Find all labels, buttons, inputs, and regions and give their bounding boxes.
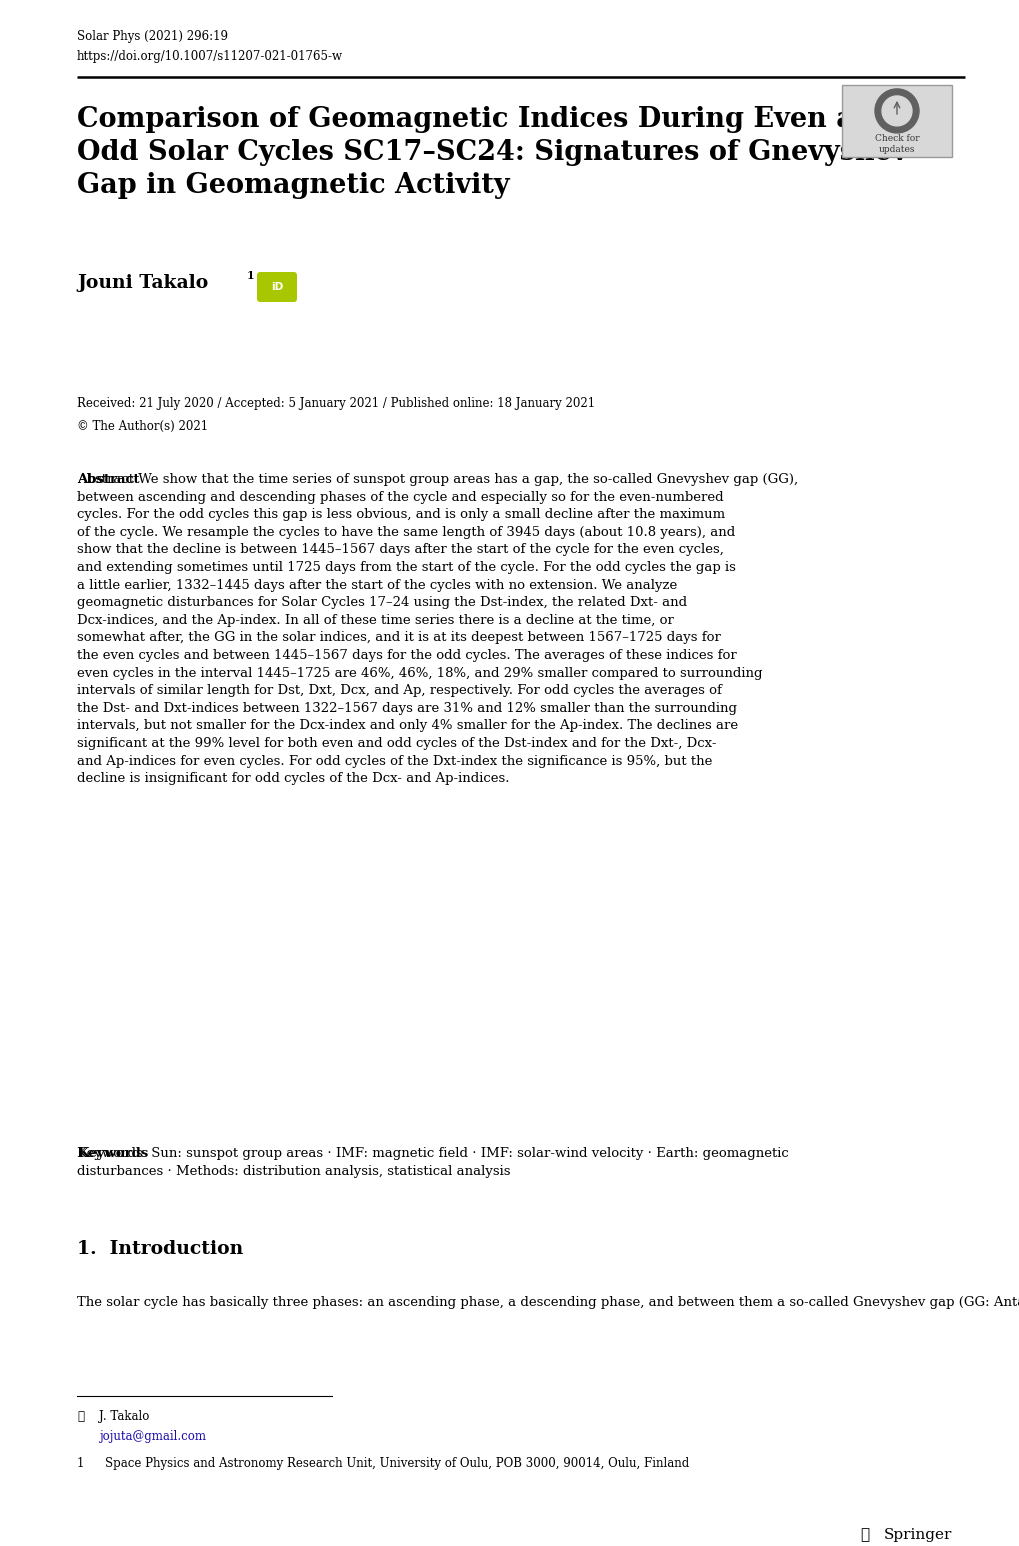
Text: J. Takalo: J. Takalo <box>99 1410 149 1422</box>
Text: © The Author(s) 2021: © The Author(s) 2021 <box>76 421 208 433</box>
Text: Space Physics and Astronomy Research Unit, University of Oulu, POB 3000, 90014, : Space Physics and Astronomy Research Uni… <box>105 1456 689 1470</box>
Text: 1: 1 <box>76 1456 85 1470</box>
Text: Abstract We show that the time series of sunspot group areas has a gap, the so-c: Abstract We show that the time series of… <box>76 473 797 785</box>
Text: 1.  Introduction: 1. Introduction <box>76 1240 243 1258</box>
Text: The solar cycle has basically three phases: an ascending phase, a descending pha: The solar cycle has basically three phas… <box>76 1296 1019 1309</box>
Text: Springer: Springer <box>883 1527 952 1541</box>
Text: Check for
updates: Check for updates <box>874 135 918 155</box>
Text: Abstract: Abstract <box>76 473 140 485</box>
FancyBboxPatch shape <box>257 272 297 301</box>
Text: jojuta@gmail.com: jojuta@gmail.com <box>99 1430 206 1442</box>
Circle shape <box>874 90 918 133</box>
Text: ✉: ✉ <box>76 1410 84 1422</box>
Circle shape <box>881 96 911 125</box>
Text: Keywords: Keywords <box>76 1147 148 1160</box>
Text: Solar Phys (2021) 296:19: Solar Phys (2021) 296:19 <box>76 29 228 43</box>
Text: https://doi.org/10.1007/s11207-021-01765-w: https://doi.org/10.1007/s11207-021-01765… <box>76 49 342 63</box>
Text: 🕮: 🕮 <box>859 1527 868 1541</box>
Text: Comparison of Geomagnetic Indices During Even and
Odd Solar Cycles SC17–SC24: Si: Comparison of Geomagnetic Indices During… <box>76 107 907 199</box>
Text: Keywords  Sun: sunspot group areas · IMF: magnetic field · IMF: solar-wind veloc: Keywords Sun: sunspot group areas · IMF:… <box>76 1147 788 1178</box>
Text: Received: 21 July 2020 / Accepted: 5 January 2021 / Published online: 18 January: Received: 21 July 2020 / Accepted: 5 Jan… <box>76 397 594 410</box>
Text: Jouni Takalo: Jouni Takalo <box>76 274 208 292</box>
FancyBboxPatch shape <box>841 85 951 158</box>
Text: 1: 1 <box>247 271 254 281</box>
Text: iD: iD <box>271 281 283 292</box>
